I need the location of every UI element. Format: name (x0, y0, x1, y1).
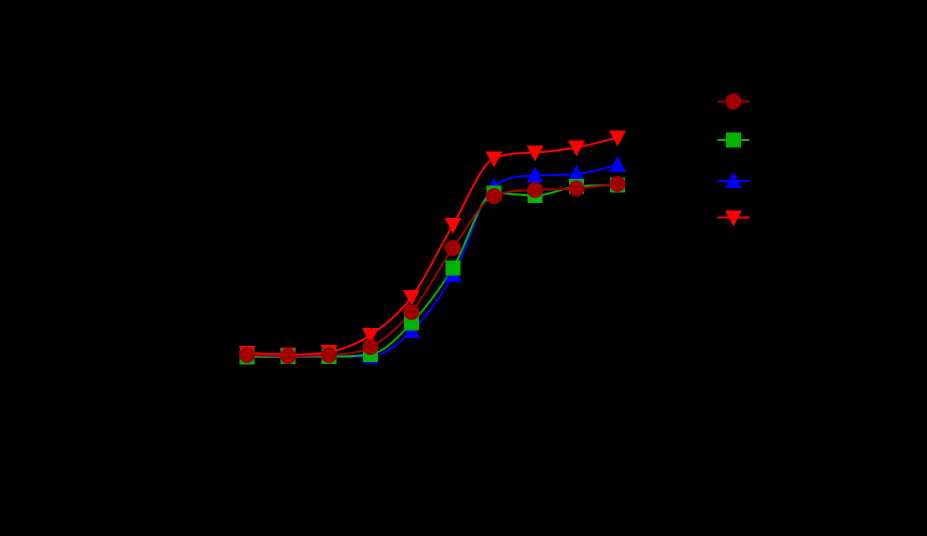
triangle-down-marker (403, 290, 420, 306)
square-marker (404, 315, 419, 331)
triangle-up-marker (725, 172, 742, 188)
circle-marker (445, 240, 461, 256)
triangle-down-marker (485, 151, 503, 168)
legend-item-triangle-down (717, 210, 750, 227)
plot-area (238, 130, 626, 365)
legend-item-circle (717, 93, 750, 110)
circle-marker (486, 188, 502, 204)
triangle-up-marker (568, 165, 585, 181)
legend-item-square (717, 132, 750, 148)
legend (717, 93, 750, 227)
triangle-down-marker (526, 145, 544, 162)
curve-circle-series (246, 183, 619, 358)
circle-marker (403, 304, 420, 320)
circle-marker (568, 180, 585, 197)
markers-square-series (239, 177, 625, 365)
triangle-down-marker (609, 130, 626, 147)
curve-triangle-down-series (246, 136, 619, 356)
triangle-down-marker (444, 218, 462, 234)
curve-square-series (246, 184, 619, 358)
triangle-down-marker (568, 140, 585, 157)
triangle-up-marker (526, 166, 544, 183)
legend-item-triangle-up (717, 172, 750, 188)
markers-circle-series (239, 176, 626, 364)
square-marker (445, 260, 461, 276)
markers-triangle-down-series (238, 130, 626, 364)
circle-marker (725, 93, 742, 110)
circle-marker (609, 176, 626, 192)
triangle-down-marker (725, 210, 742, 227)
square-marker (726, 132, 741, 148)
circle-marker (362, 339, 379, 355)
circle-marker (527, 182, 543, 198)
triangle-up-marker (609, 156, 626, 172)
triangle-down-marker (362, 328, 379, 344)
circle-marker (321, 347, 337, 363)
circle-marker (239, 347, 255, 363)
circle-marker (280, 348, 296, 364)
